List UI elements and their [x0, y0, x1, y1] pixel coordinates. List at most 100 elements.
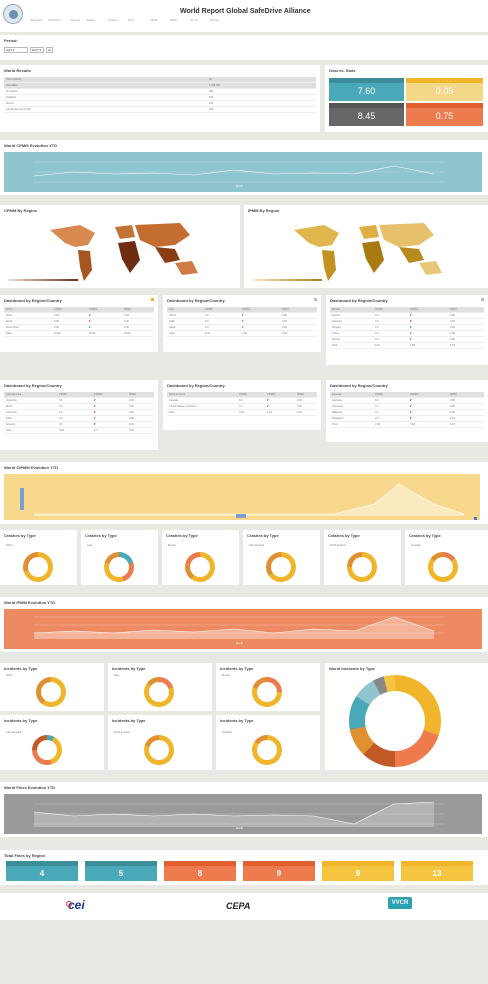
fines-evolution-title: World Fines Evolution YTD	[4, 785, 56, 790]
goal-tile: 7.60	[329, 78, 404, 101]
export-icon[interactable]	[151, 298, 154, 301]
table-row: India 0.0 ◤ 0.00	[167, 319, 317, 325]
page-title: World Report Global SafeDrive Alliance	[180, 8, 311, 15]
incidents-donut-chart	[252, 735, 282, 765]
table-row: Severe 195	[4, 101, 316, 107]
fines-line-chart: Month	[4, 794, 482, 834]
cpmm-evolution-title: World CPMM Evolution YTD	[4, 143, 57, 148]
world-results-title: World Results	[4, 68, 31, 73]
nav-item[interactable]: Dashboard	[30, 19, 43, 22]
go-button[interactable]: ok	[46, 47, 53, 53]
table-row: Africa 0.00 ◤ 0.00	[4, 313, 154, 319]
cpmm-line-chart: Month	[4, 152, 482, 192]
nav-item[interactable]: Fines	[128, 19, 135, 22]
ipmm-evolution-title: World IPMM Evolution YTD	[4, 600, 56, 605]
cepa-logo: CEPA	[226, 901, 251, 911]
crashes-donut-chart	[104, 552, 134, 582]
incidents-type-card: Incidents by Type Asia	[108, 663, 212, 711]
nav-item[interactable]: IPMM	[170, 19, 177, 22]
ipmm-region-title: IPMM By Region	[248, 208, 280, 213]
fines-region-title: Total Fines by Region	[4, 853, 46, 858]
incidents-donut-chart	[36, 677, 66, 707]
table-row: Total 6.16 1.58 5.04	[330, 343, 484, 349]
nav-item[interactable]: CPMM	[150, 19, 158, 22]
dashboard-title: Dashboard by Region/Country	[330, 298, 388, 303]
region-label: Oceania	[411, 544, 421, 547]
crashes-type-card: Crashes by Type Europe	[162, 530, 239, 585]
month-select[interactable]: April ▾	[4, 47, 28, 53]
table-row: Australia 0.0 ◤ 0.00	[330, 398, 484, 404]
fines-tile: 4	[6, 861, 78, 881]
crashes-type-title: Crashes by Type	[4, 533, 36, 538]
footer: cei CEPA VVCR	[0, 893, 488, 920]
table-row: China 0.0 ◤ 0.00	[167, 313, 317, 319]
export-icon[interactable]	[481, 298, 484, 301]
table-row: Colombia 0.0 ◤ 0.00	[4, 410, 154, 416]
nav-item[interactable]: Top 10	[190, 19, 198, 22]
cei-logo-icon	[66, 901, 72, 907]
cipmm-evolution-card: World CIPMM Evolution YTD	[0, 462, 488, 524]
table-row: Total 2.46 0.60 6.33	[330, 422, 484, 428]
header: World Report Global SafeDrive Alliance D…	[0, 0, 488, 32]
color-scale	[8, 279, 78, 281]
dashboard-asia-card: Dashboard by Region/Country Asia CPMM CIPM…	[163, 295, 321, 352]
dashboard-oceania-card: Dashboard by Region/Country Oceania CPMM C…	[326, 380, 488, 442]
fines-tile: 5	[85, 861, 157, 881]
table-row: Malaysia 0.0 ◤ 0.00	[330, 410, 484, 416]
table-row: Ecuador 0.0 ◤ 0.00	[4, 422, 154, 428]
table-row: South 0.00 ◤ 0.00	[4, 319, 154, 325]
cpmm-world-map	[50, 223, 198, 281]
region-label: Africa	[6, 544, 13, 547]
incidents-type-title: Incidents by Type	[220, 718, 254, 723]
incidents-type-card: Incidents by Type Oceania	[216, 715, 320, 770]
crashes-donut-chart	[347, 552, 377, 582]
crashes-type-title: Crashes by Type	[409, 533, 441, 538]
incidents-type-title: Incidents by Type	[220, 666, 254, 671]
crashes-type-title: Crashes by Type	[85, 533, 117, 538]
world-incidents-donut-chart	[349, 675, 441, 767]
export-icon[interactable]	[314, 298, 317, 301]
cei-logo: cei	[68, 898, 85, 912]
color-scale	[252, 279, 322, 281]
incidents-type-card: Incidents by Type North America	[108, 715, 212, 770]
globe-logo-icon	[3, 4, 23, 24]
table-row: Total 3.00 1.23 6.00	[167, 410, 317, 416]
nav-item[interactable]: Journeys	[70, 19, 81, 22]
crashes-type-card: Crashes by Type Latin America	[243, 530, 320, 585]
table-row: United States of America 0.0 ◤ 0.00	[167, 404, 317, 410]
dashboard-title: Dashboard by Region/Country	[167, 383, 225, 388]
crashes-type-title: Crashes by Type	[328, 533, 360, 538]
nav-item[interactable]: Crashes	[86, 19, 96, 22]
year-select[interactable]: 2017 ▾	[30, 47, 44, 53]
table-row: Indonesia 0.0 ◤ 0.00	[330, 404, 484, 410]
goal-tile: 8.45	[329, 103, 404, 126]
incidents-type-card: Incidents by Type Europe	[216, 663, 320, 711]
crashes-donut-chart	[428, 552, 458, 582]
incidents-type-title: Incidents by Type	[4, 666, 38, 671]
nav-item[interactable]: Incidents	[108, 19, 119, 22]
table-row: France 0.0 ◤ 0.00	[330, 313, 484, 319]
period-label: Period:	[4, 38, 18, 43]
table-row: West Africa 0.00 ◤ 0.00	[4, 325, 154, 331]
crashes-donut-chart	[23, 552, 53, 582]
fines-tile: 13	[401, 861, 473, 881]
dashboard-europe-card: Dashboard by Region/Country Europe CPMM CI…	[326, 295, 488, 365]
region-label: Europe	[168, 544, 177, 547]
x-axis-label: Month	[236, 185, 243, 188]
world-incidents-card: World Incidents by Type	[325, 663, 488, 770]
cipmm-evolution-title: World CIPMM Evolution YTD	[4, 465, 59, 470]
cipmm-line-chart	[4, 474, 480, 520]
table-row: Total 9.09 2.4 3.87	[4, 428, 154, 434]
world-incidents-title: World Incidents by Type	[329, 666, 375, 671]
nav-item[interactable]: World Fleet	[48, 19, 61, 22]
vvcr-logo: VVCR	[388, 897, 412, 909]
dashboard-title: Dashboard by Region/Country	[4, 298, 62, 303]
ipmm-line-chart: Month	[4, 609, 482, 649]
table-row: Fatalities 193	[4, 95, 316, 101]
goal-tile: 0.05	[406, 78, 483, 101]
table-row: Brazil 0.0 ◤ 0.00	[4, 404, 154, 410]
table-row: Singapore 0.0 ◤ 0.00	[330, 416, 484, 422]
nav-item[interactable]: Settings	[210, 19, 220, 22]
crashes-type-card: Crashes by Type Africa	[0, 530, 77, 585]
resize-handle-icon[interactable]	[474, 517, 477, 520]
